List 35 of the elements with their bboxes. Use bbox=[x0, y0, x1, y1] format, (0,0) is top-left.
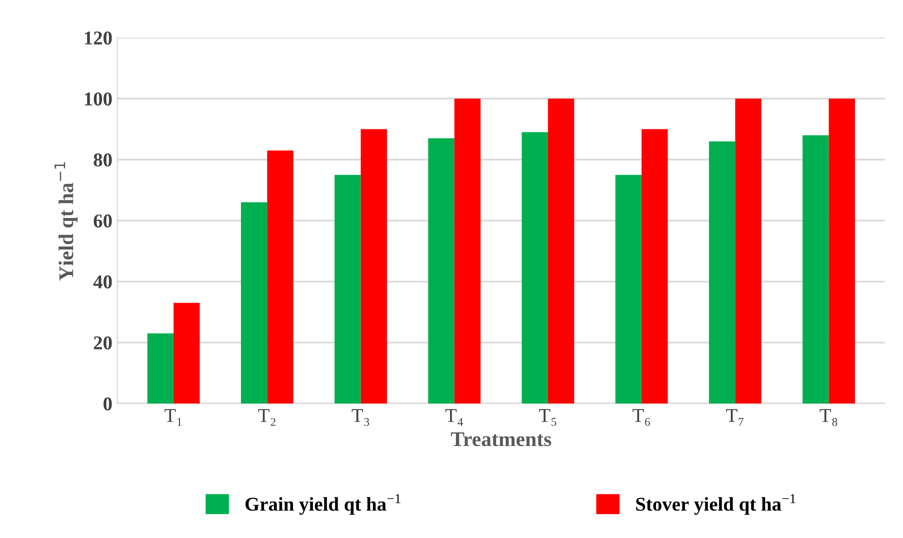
y-tick-label: 0 bbox=[104, 397, 112, 410]
bar bbox=[360, 129, 387, 404]
bar bbox=[174, 302, 200, 404]
bar bbox=[334, 174, 361, 404]
y-tick-label: 80 bbox=[94, 153, 112, 167]
y-tick-label: 20 bbox=[94, 336, 112, 350]
bar bbox=[735, 98, 762, 404]
y-tick-label: 120 bbox=[84, 31, 112, 45]
bar bbox=[615, 174, 642, 404]
bar bbox=[454, 98, 481, 404]
bar bbox=[522, 132, 548, 404]
x-tick-label: T₂ bbox=[258, 409, 276, 426]
legend-label: Grain yield qt ha$^{−1}$ bbox=[245, 494, 400, 515]
bar bbox=[147, 333, 174, 404]
bar bbox=[548, 98, 574, 404]
x-tick-label: T₁ bbox=[164, 409, 182, 426]
bar bbox=[708, 141, 736, 404]
y-tick-label: 40 bbox=[93, 275, 112, 288]
x-tick-label: T₄ bbox=[445, 409, 464, 426]
bar bbox=[428, 138, 454, 404]
x-tick-label: T₃ bbox=[352, 409, 370, 426]
bar bbox=[828, 98, 855, 404]
x-tick-label: T₅ bbox=[538, 409, 556, 426]
bar bbox=[267, 150, 294, 404]
x-tick-label: T₆ bbox=[632, 409, 650, 426]
bar bbox=[240, 202, 268, 404]
y-tick-label: 100 bbox=[84, 92, 112, 106]
bar bbox=[642, 129, 668, 404]
y-axis-title: Yield qt ha$^{−1}$ bbox=[54, 162, 78, 281]
y-tick-label: 60 bbox=[94, 214, 112, 228]
x-tick-label: T₇ bbox=[726, 409, 744, 426]
bar bbox=[802, 135, 829, 404]
x-axis-title: Treatments bbox=[450, 432, 552, 446]
x-tick-label: T₈ bbox=[820, 409, 838, 426]
legend-label: Stover yield qt ha$^{−1}$ bbox=[636, 494, 796, 515]
